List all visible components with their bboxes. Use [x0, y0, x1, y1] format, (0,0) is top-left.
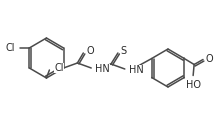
- Text: O: O: [86, 46, 94, 56]
- Text: O: O: [206, 55, 214, 65]
- Text: HN: HN: [129, 65, 144, 75]
- Text: Cl: Cl: [6, 43, 15, 53]
- Text: S: S: [121, 46, 127, 56]
- Text: Cl: Cl: [54, 63, 64, 73]
- Text: HN: HN: [95, 64, 110, 74]
- Text: HO: HO: [186, 81, 201, 91]
